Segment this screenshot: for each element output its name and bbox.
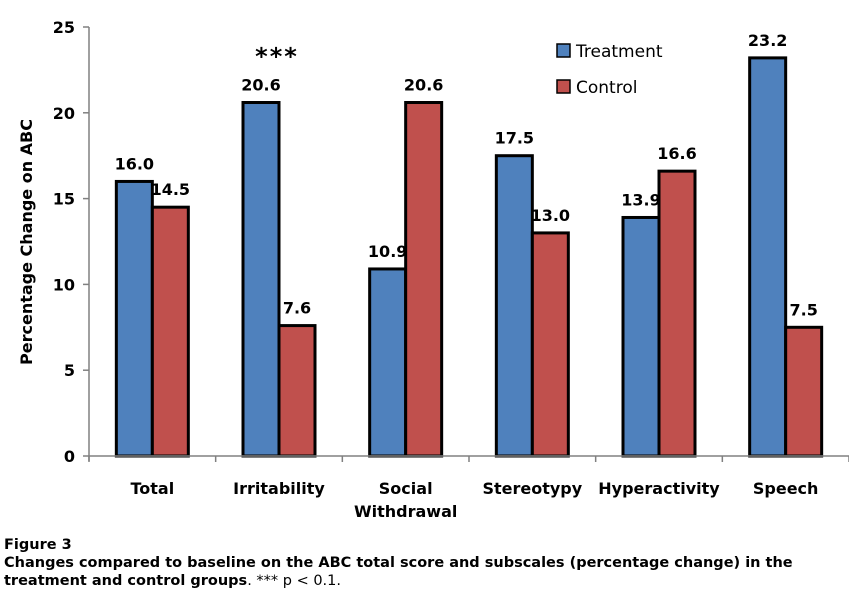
bar-control: [530, 231, 570, 458]
data-label: 7.5: [789, 300, 817, 319]
significance-annotation: ***: [255, 43, 299, 71]
bar-chart: 0 5 10 15 20 25 16.0 14.5 20.6 7.6 10.9 20.6 17.5 13…: [17, 18, 849, 521]
bars: [114, 56, 824, 458]
caption-significance-note: . *** p < 0.1.: [247, 573, 342, 589]
y-tick-label: 25: [53, 18, 75, 37]
y-tick-label: 10: [53, 275, 75, 294]
data-label: 16.0: [115, 154, 154, 173]
bar-treatment: [241, 101, 281, 458]
data-label: 20.6: [241, 76, 280, 95]
legend: Treatment Control: [556, 42, 663, 98]
x-axis: Total Irritability Social Withdrawal Stereot…: [88, 455, 849, 521]
x-tick-label: Total: [130, 479, 174, 498]
caption-body: Changes compared to baseline on the ABC …: [4, 555, 793, 589]
figure-caption: Figure 3 Changes compared to baseline on…: [4, 536, 844, 590]
data-label: 23.2: [748, 31, 787, 50]
y-tick-label: 20: [53, 104, 75, 123]
bar-treatment: [494, 154, 534, 458]
data-label: 20.6: [404, 76, 443, 95]
data-label: 13.0: [531, 206, 570, 225]
bar-treatment: [368, 267, 408, 458]
x-tick-label: Social: [379, 479, 433, 498]
y-axis-title: Percentage Change on ABC: [17, 119, 36, 365]
y-axis: 0 5 10 15 20 25: [53, 18, 90, 466]
data-labels: 16.0 14.5 20.6 7.6 10.9 20.6 17.5 13.0 13.9 16.6 2…: [115, 31, 818, 319]
data-label: 10.9: [368, 242, 407, 261]
legend-label: Treatment: [575, 42, 663, 62]
bar-treatment: [621, 215, 661, 458]
x-tick-label: Stereotypy: [482, 479, 582, 498]
bar-control: [404, 101, 444, 458]
data-label: 17.5: [495, 129, 534, 148]
x-tick-label: Speech: [753, 479, 819, 498]
figure-label: Figure 3: [4, 537, 72, 553]
x-tick-label: Irritability: [233, 479, 325, 498]
data-label: 16.6: [657, 144, 696, 163]
legend-swatch-control: [556, 79, 571, 94]
x-tick-label: Withdrawal: [354, 502, 457, 521]
bar-control: [277, 324, 317, 458]
y-tick-label: 5: [64, 361, 75, 380]
bar-treatment: [114, 179, 154, 458]
x-tick-label: Hyperactivity: [598, 479, 720, 498]
y-tick-label: 0: [64, 447, 75, 466]
bar-control: [784, 325, 824, 458]
legend-swatch-treatment: [556, 43, 571, 58]
data-label: 7.6: [283, 299, 311, 318]
bar-control: [150, 205, 190, 458]
data-label: 13.9: [621, 190, 660, 209]
data-label: 14.5: [151, 180, 190, 199]
bar-treatment: [748, 56, 788, 458]
legend-label: Control: [576, 78, 637, 98]
y-tick-label: 15: [53, 190, 75, 209]
bar-control: [657, 169, 697, 458]
